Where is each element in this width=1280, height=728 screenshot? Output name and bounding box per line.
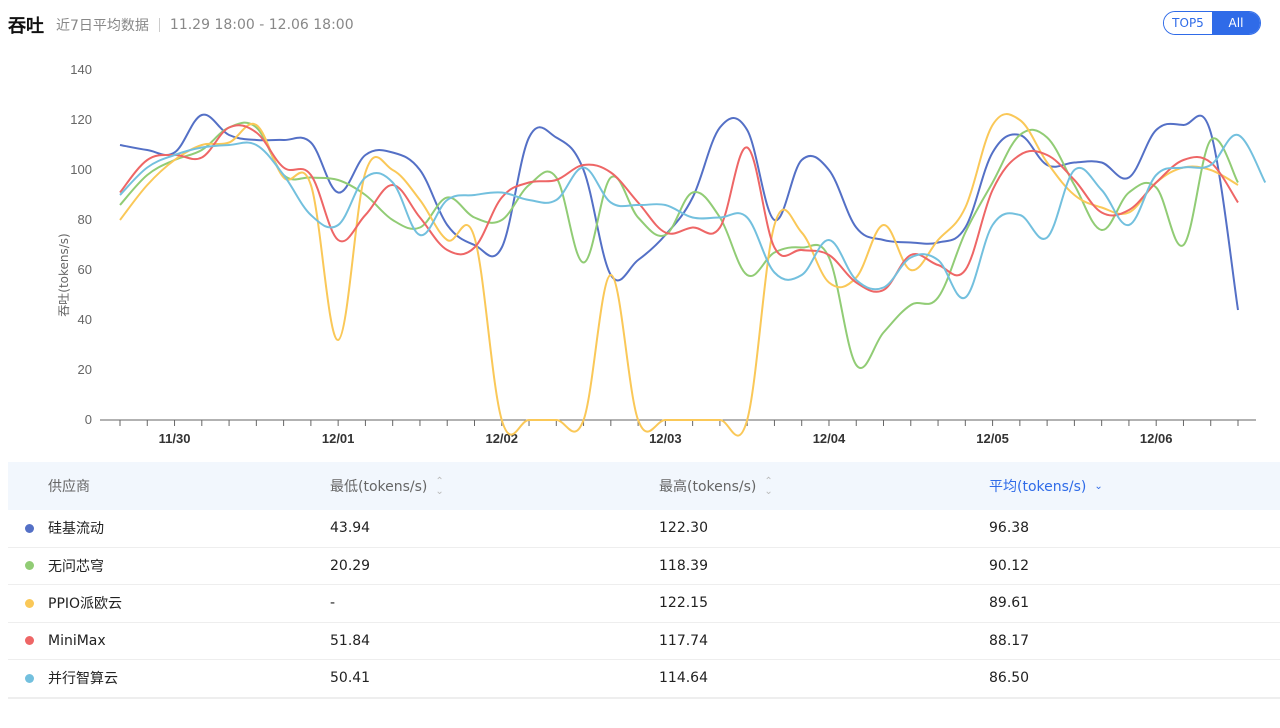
table-header: 供应商 最低(tokens/s) ⌃ ⌄ 最高(tokens/s) ⌃ ⌄ 平均(tok… [8,462,1280,510]
y-tick-label: 60 [78,262,92,277]
x-tick-label: 12/01 [322,431,355,446]
table-row: 硅基流动 43.94 122.30 96.38 [8,510,1280,548]
page-title: 吞吐 [8,16,44,37]
max-value: 114.64 [659,670,708,687]
avg-value: 90.12 [989,557,1030,574]
series-line-PPIO派欧云 [119,113,1239,437]
y-tick-label: 40 [78,312,92,327]
series-color-dot [25,636,34,646]
date-range: 11.29 18:00 - 12.06 18:00 [169,17,354,33]
provider-name: MiniMax [48,632,106,649]
max-value: 122.15 [659,595,708,612]
subtitle: 近7日平均数据 [56,18,149,34]
throughput-line-chart: 0 20 40 60 80 100 120 140 吞吐(tokens/s) 11/30 12/01… [57,62,1267,446]
series-color-dot [25,561,34,571]
x-tick-label: 12/06 [1140,431,1173,446]
series-line-并行智算云 [119,133,1267,299]
sort-desc-icon[interactable]: ⌄ [1094,481,1103,492]
x-tick-label: 12/04 [813,431,846,446]
divider [158,18,160,32]
table-row: PPIO派欧云 - 122.15 89.61 [8,585,1280,623]
series-color-dot [25,523,34,533]
table-row: 无问芯穹 20.29 118.39 90.12 [8,548,1280,585]
x-tick-label: 12/05 [976,431,1009,446]
min-value: - [330,595,336,612]
avg-value: 96.38 [989,520,1030,537]
provider-name: PPIO派欧云 [48,596,123,613]
provider-table: 供应商 最低(tokens/s) ⌃ ⌄ 最高(tokens/s) ⌃ ⌄ 平均(tok… [8,462,1280,699]
y-axis-label: 吞吐(tokens/s) [57,233,71,316]
table-row: 并行智算云 50.41 114.64 86.50 [8,660,1280,698]
series-line-MiniMax [119,124,1239,293]
header-max[interactable]: 最高(tokens/s) ⌃ ⌄ [659,476,989,497]
max-value: 118.39 [659,557,708,574]
header-min-label: 最低(tokens/s) [330,478,428,495]
chart-header: 吞吐 近7日平均数据 11.29 18:00 - 12.06 18:00 [8,12,354,38]
toggle-all[interactable]: All [1212,12,1260,34]
max-value: 117.74 [659,632,708,649]
header-provider: 供应商 [48,479,90,495]
header-min[interactable]: 最低(tokens/s) ⌃ ⌄ [330,476,659,497]
y-tick-label: 120 [70,112,92,127]
x-tick-label: 11/30 [159,431,191,446]
max-value: 122.30 [659,520,708,537]
header-max-label: 最高(tokens/s) [659,478,757,495]
min-value: 51.84 [330,632,371,649]
sort-icon[interactable]: ⌃ ⌄ [435,475,444,497]
y-tick-label: 140 [70,62,92,77]
top5-all-toggle[interactable]: TOP5 All [1163,11,1261,35]
table-row: MiniMax 51.84 117.74 88.17 [8,623,1280,660]
avg-value: 88.17 [989,632,1030,649]
series-line-无问芯穹 [119,121,1239,369]
header-avg-label: 平均(tokens/s) [989,479,1087,495]
y-tick-label: 100 [70,162,92,177]
y-tick-label: 80 [78,212,92,227]
y-tick-label: 20 [78,362,92,377]
series-color-dot [25,598,34,608]
avg-value: 86.50 [989,670,1030,687]
provider-name: 无问芯穹 [48,558,104,575]
sort-icon[interactable]: ⌃ ⌄ [764,475,773,497]
x-tick-label: 12/03 [649,431,682,446]
header-avg[interactable]: 平均(tokens/s) ⌄ [989,476,1280,496]
series-color-dot [25,673,34,683]
toggle-top5[interactable]: TOP5 [1164,12,1212,34]
min-value: 50.41 [330,670,371,687]
min-value: 43.94 [330,520,371,537]
min-value: 20.29 [330,557,371,574]
y-tick-label: 0 [85,412,92,427]
provider-name: 硅基流动 [48,521,104,538]
provider-name: 并行智算云 [48,671,118,688]
avg-value: 89.61 [989,595,1030,612]
